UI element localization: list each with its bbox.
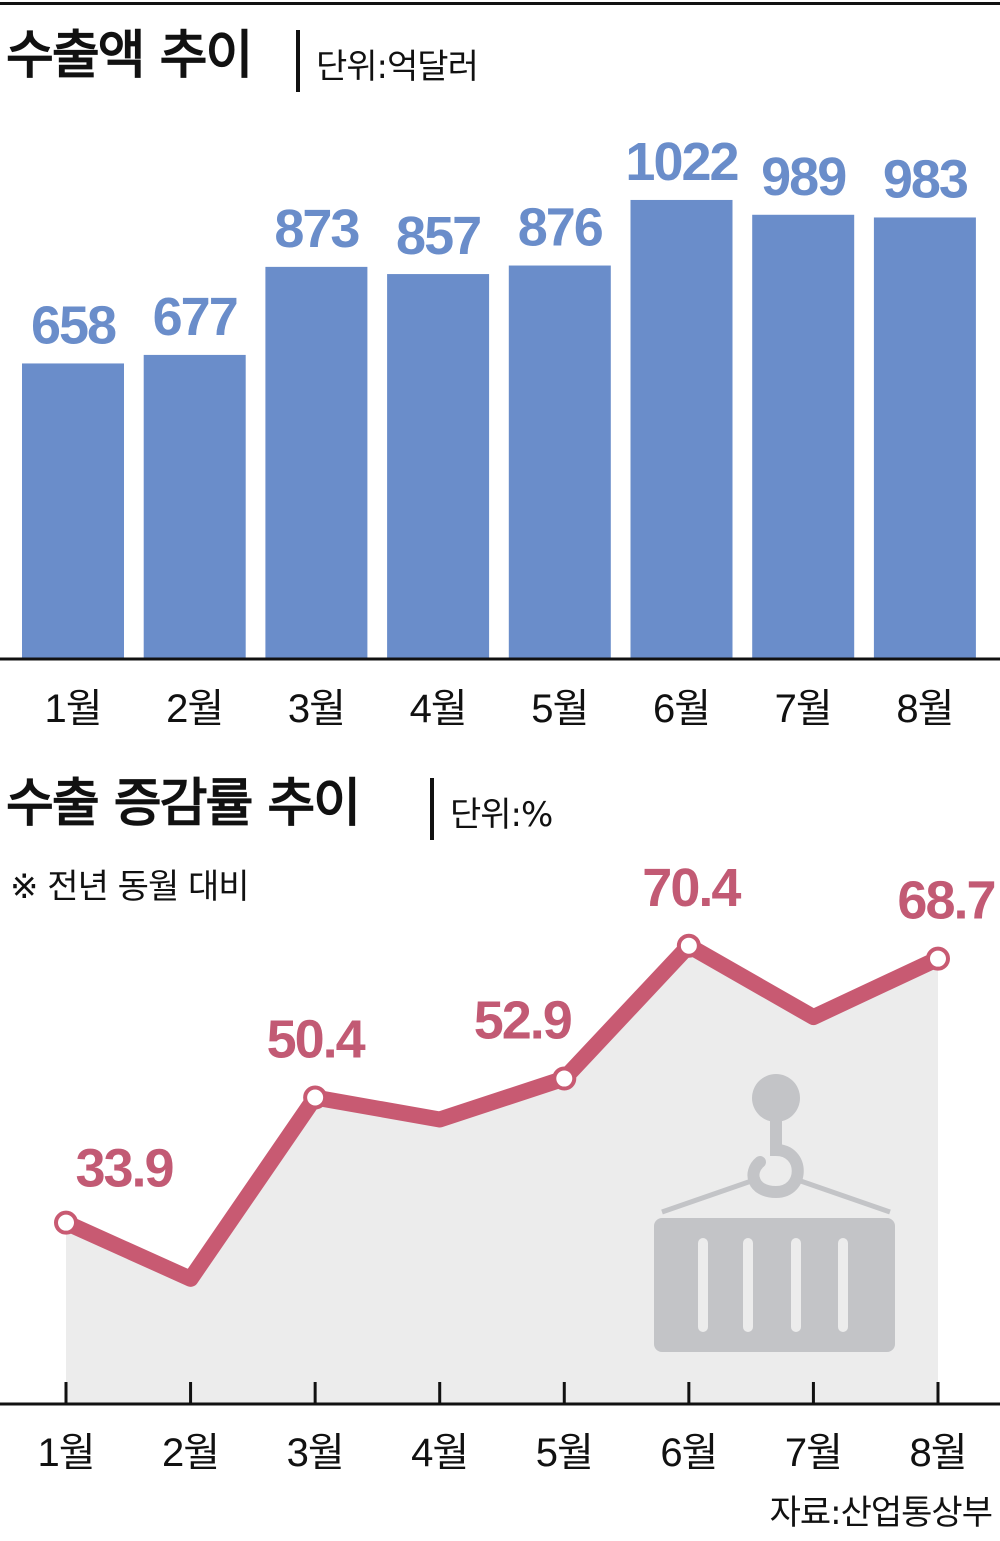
x-tick-label: 8월 <box>909 1431 966 1475</box>
bar-value-label: 677 <box>153 287 237 347</box>
bar-value-label: 876 <box>518 198 603 258</box>
bar-2 <box>143 354 246 659</box>
data-point <box>925 946 950 971</box>
bar-1 <box>22 363 124 659</box>
bar-value-label: 989 <box>761 147 846 207</box>
line-chart: 1월 2월 3월 4월 5월 6월 7월 8월 33.9 50.4 52.9 70.4 68.7 <box>0 858 1000 1475</box>
data-point <box>552 1066 577 1091</box>
chart2-title: 수출 증감률 추이 <box>6 774 361 834</box>
x-tick-label: 4월 <box>410 687 467 731</box>
bar-value-label: 873 <box>274 199 359 259</box>
x-tick-label: 7월 <box>785 1431 842 1475</box>
top-rule <box>0 2 1000 5</box>
bar-chart: 658 1월 677 2월 873 3월 857 4월 876 5월 1022 6월 989 7월 983 8… <box>0 132 1000 731</box>
x-tick-label: 2월 <box>166 687 223 731</box>
x-tick-label: 3월 <box>287 1431 344 1475</box>
title-divider <box>296 30 300 92</box>
bar-4 <box>387 274 490 659</box>
bar-value-label: 857 <box>396 206 480 266</box>
x-tick-label: 1월 <box>44 687 101 731</box>
data-point <box>303 1085 328 1110</box>
bar-value-label: 1022 <box>625 132 737 192</box>
data-point-label: 50.4 <box>267 1009 366 1069</box>
data-point <box>676 933 701 958</box>
bar-5 <box>508 265 611 659</box>
data-point-label: 70.4 <box>642 858 741 918</box>
data-point-label: 68.7 <box>897 871 994 931</box>
bar-6 <box>630 199 733 659</box>
bar-8 <box>873 217 976 659</box>
data-point-label: 52.9 <box>474 991 572 1051</box>
x-tick-label: 5월 <box>531 687 588 731</box>
chart1-title: 수출액 추이 <box>6 26 253 86</box>
x-tick-label: 3월 <box>288 687 345 731</box>
x-tick-label: 1월 <box>37 1431 94 1475</box>
x-tick-label: 8월 <box>896 687 953 731</box>
chart2-note: ※ 전년 동월 대비 <box>10 867 250 907</box>
x-tick-label: 2월 <box>162 1431 219 1475</box>
crane-hook-container-icon <box>654 1074 895 1352</box>
bar-value-label: 658 <box>31 295 116 355</box>
data-point-label: 33.9 <box>75 1139 173 1199</box>
x-tick-label: 7월 <box>775 687 832 731</box>
x-tick-label: 5월 <box>536 1431 593 1475</box>
series-line <box>58 937 946 1287</box>
chart1-unit: 단위:억달러 <box>316 47 479 87</box>
x-tick-label: 6월 <box>660 1431 717 1475</box>
chart2-unit: 단위:% <box>450 795 553 835</box>
x-tick-label: 6월 <box>653 687 710 731</box>
bar-3 <box>265 266 368 659</box>
data-point <box>54 1210 78 1235</box>
bar-7 <box>752 214 855 659</box>
x-tick-label: 4월 <box>411 1431 468 1475</box>
title-divider <box>430 778 434 840</box>
source-note: 자료:산업통상부 <box>769 1493 993 1533</box>
bar-value-label: 983 <box>883 149 968 209</box>
